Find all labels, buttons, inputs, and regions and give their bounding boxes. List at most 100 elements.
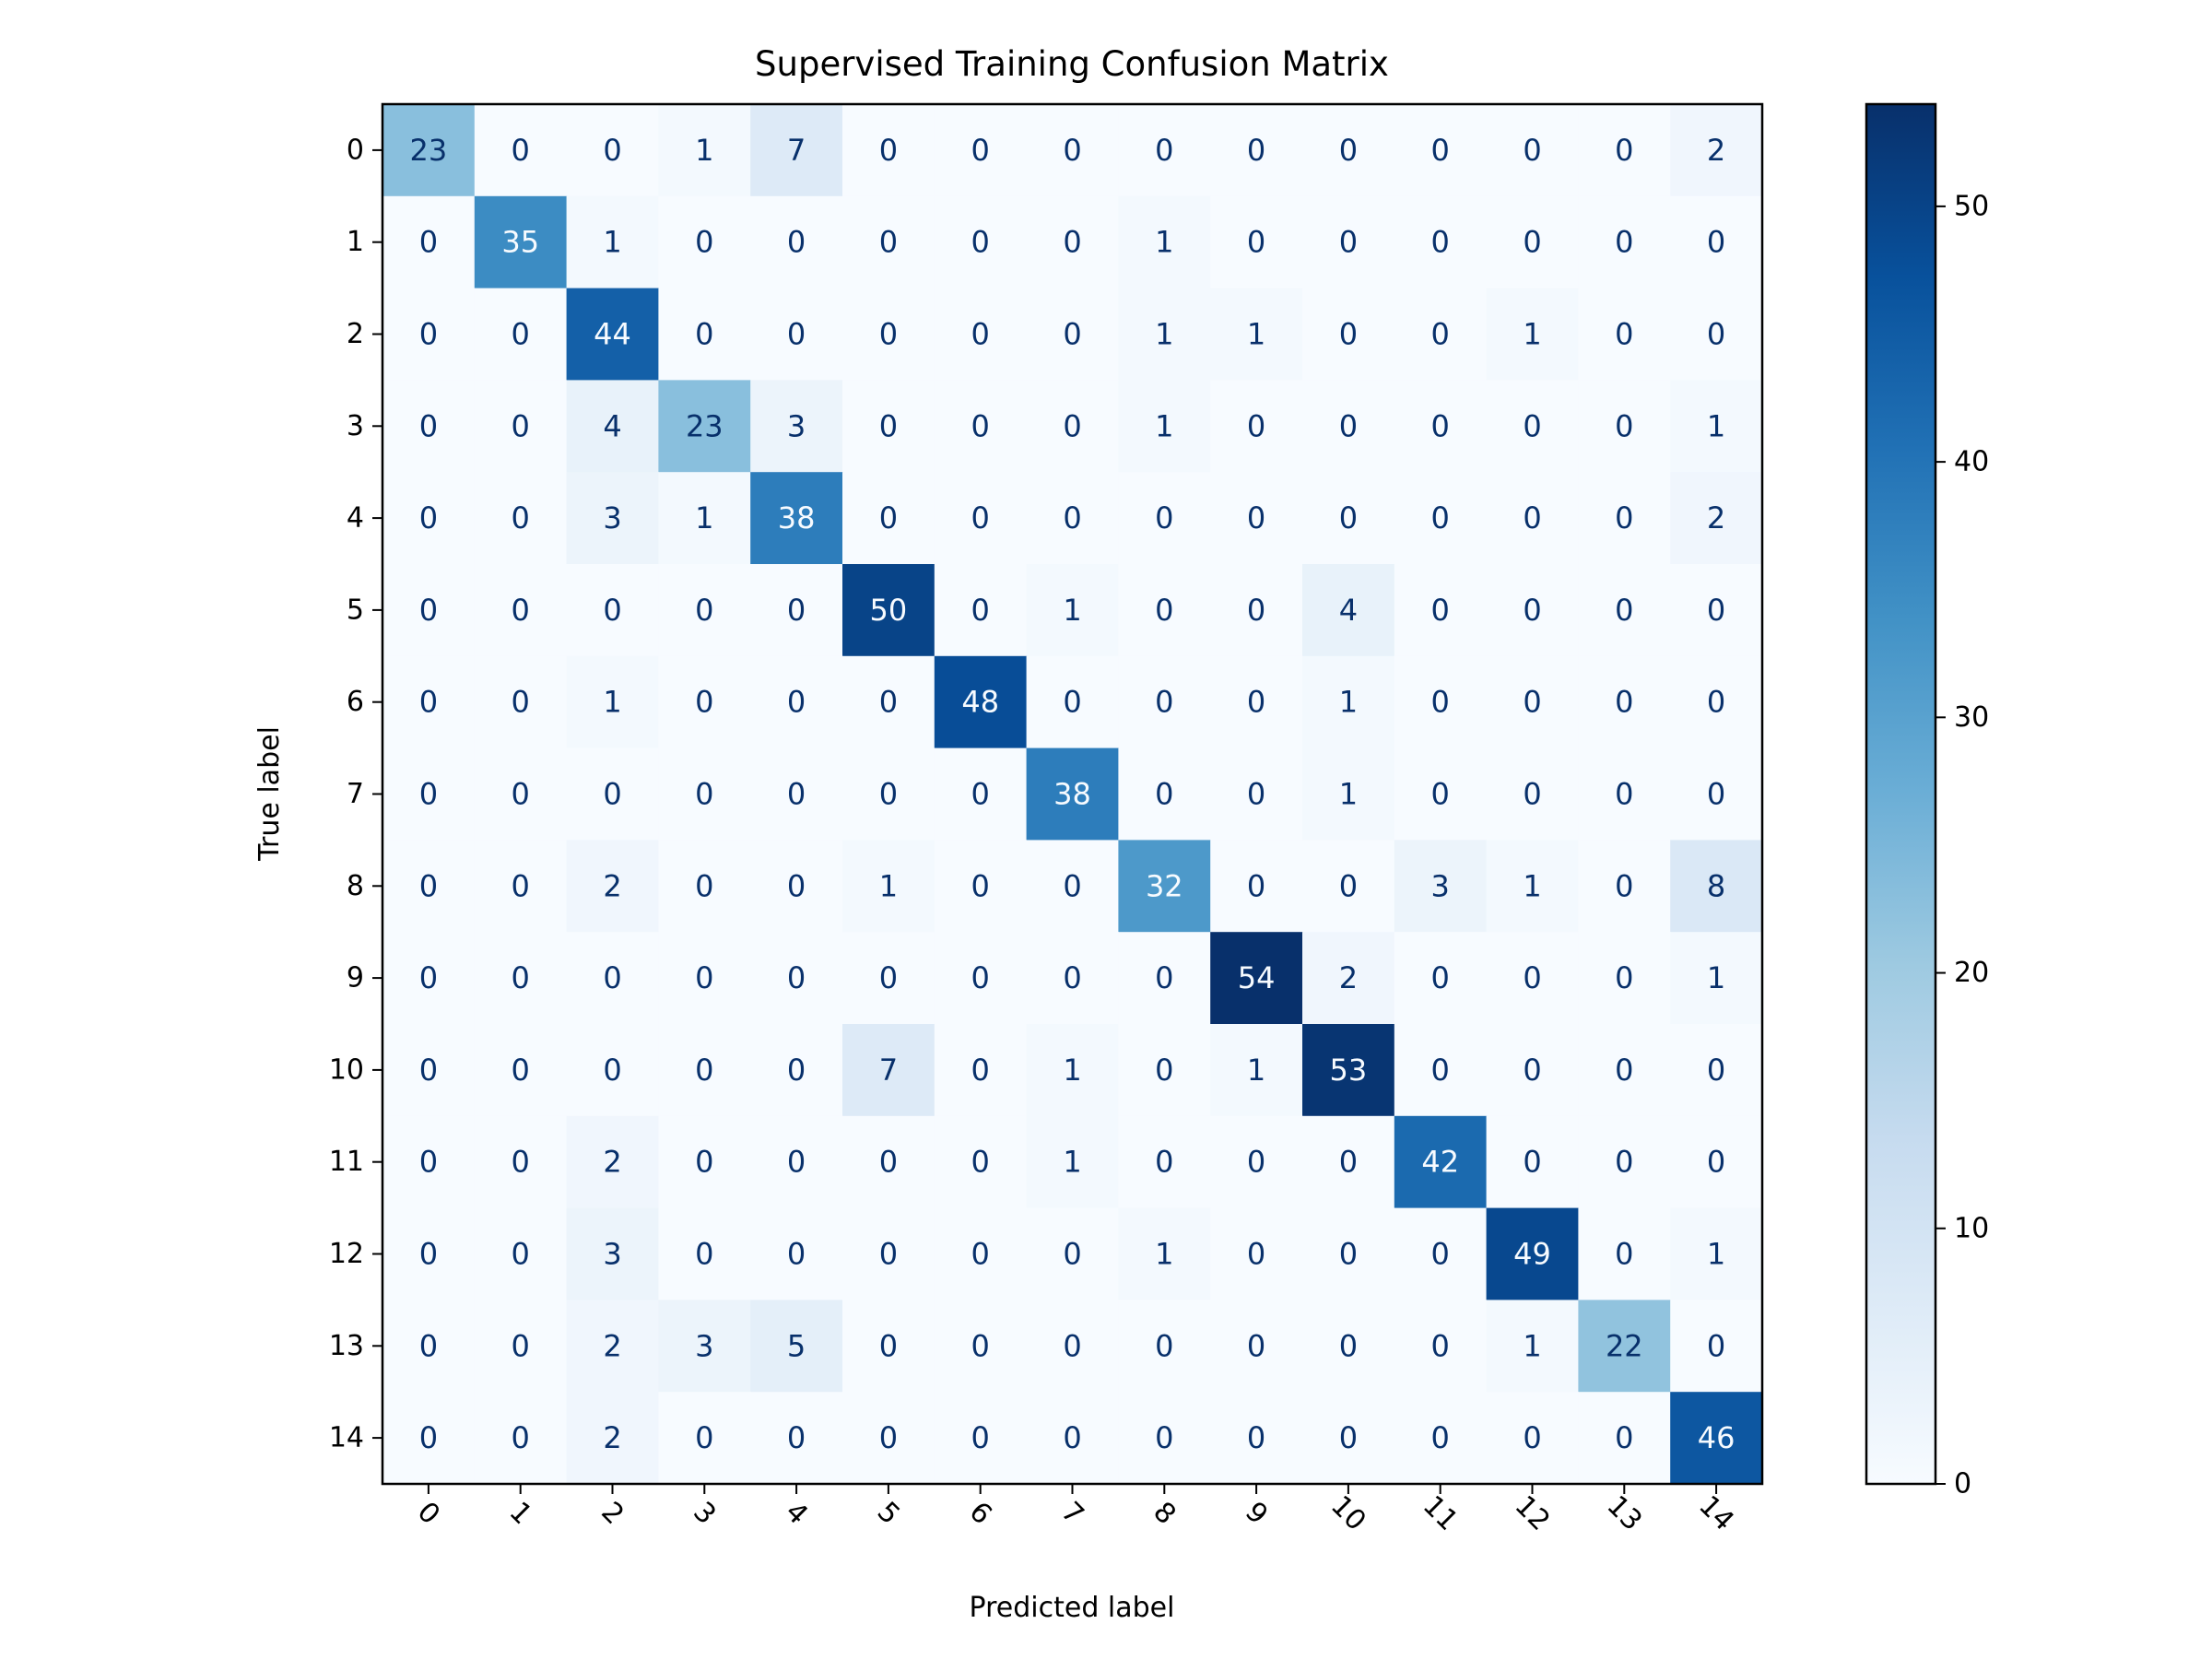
cell-value-label: 0 xyxy=(879,1420,898,1455)
heatmap-cell xyxy=(1118,564,1211,657)
heatmap-cell xyxy=(934,932,1028,1025)
cell-value-label: 0 xyxy=(512,1328,530,1363)
heatmap-cell xyxy=(382,655,476,749)
cell-value-label: 0 xyxy=(1615,685,1633,720)
heatmap-cell xyxy=(1118,1024,1211,1117)
colorbar-ticks: 0 10 20 30 40 50 xyxy=(1936,190,1989,1500)
cell-value-label: 0 xyxy=(1247,1237,1265,1272)
cell-value-label: 0 xyxy=(1707,317,1725,352)
heatmap-cell xyxy=(566,472,659,565)
heatmap-cell xyxy=(750,840,843,933)
cell-value-label: 0 xyxy=(1707,1145,1725,1180)
cell-value-label: 0 xyxy=(879,225,898,260)
cell-value-label: 0 xyxy=(1339,868,1358,903)
heatmap-cell xyxy=(1578,104,1671,197)
cell-value-label: 42 xyxy=(1421,1145,1459,1180)
cell-value-label: 0 xyxy=(1339,133,1358,168)
cell-value-label: 0 xyxy=(1615,1145,1633,1180)
cell-value-label: 0 xyxy=(787,1053,806,1088)
cell-value-label: 0 xyxy=(1615,408,1633,443)
heatmap-cell xyxy=(1026,472,1119,565)
heatmap-cell xyxy=(842,1300,935,1393)
heatmap-cell xyxy=(474,104,568,197)
cell-value-label: 0 xyxy=(1707,1328,1725,1363)
cell-value-label: 1 xyxy=(1707,408,1725,443)
heatmap-cell xyxy=(382,288,476,381)
x-tick-label: 3 xyxy=(687,1496,722,1531)
cell-value-label: 0 xyxy=(419,593,438,628)
cell-value-label: 1 xyxy=(1339,685,1358,720)
heatmap-cell xyxy=(1026,288,1119,381)
heatmap-cell xyxy=(750,1024,843,1117)
heatmap-cell xyxy=(1486,1115,1579,1209)
cell-value-label: 0 xyxy=(1339,500,1358,535)
x-axis-ticks: 0 1 2 3 4 5 6 7 8 9 10 11 12 13 14 xyxy=(411,1484,1740,1537)
cell-value-label: 22 xyxy=(1606,1328,1643,1363)
heatmap-cell xyxy=(566,1300,659,1393)
heatmap-cell xyxy=(750,1207,843,1300)
cell-value-label: 1 xyxy=(1523,1328,1541,1363)
cell-value-label: 0 xyxy=(1339,225,1358,260)
cell-value-label: 35 xyxy=(501,225,539,260)
cell-value-label: 0 xyxy=(695,1237,713,1272)
heatmap-cell xyxy=(934,1207,1028,1300)
heatmap-cell xyxy=(1302,195,1395,289)
heatmap-cell xyxy=(566,104,659,197)
y-tick-label: 4 xyxy=(347,502,364,535)
cell-value-label: 0 xyxy=(1431,685,1450,720)
heatmap-cell xyxy=(1118,747,1211,841)
cell-value-label: 0 xyxy=(879,317,898,352)
cell-value-label: 0 xyxy=(1339,1145,1358,1180)
cell-value-label: 2 xyxy=(1707,133,1725,168)
heatmap-cell xyxy=(750,747,843,841)
heatmap-cell xyxy=(1486,840,1579,933)
heatmap-cell xyxy=(842,932,935,1025)
heatmap-cell xyxy=(842,288,935,381)
y-tick-label: 1 xyxy=(347,226,364,258)
heatmap-cell xyxy=(1302,1300,1395,1393)
cell-value-label: 0 xyxy=(1063,1328,1081,1363)
cell-value-label: 0 xyxy=(419,1053,438,1088)
cell-value-label: 8 xyxy=(1707,868,1725,903)
x-tick-label: 7 xyxy=(1054,1496,1089,1531)
heatmap-cell xyxy=(382,1207,476,1300)
cell-value-label: 0 xyxy=(1063,225,1081,260)
cell-value-label: 0 xyxy=(1615,1053,1633,1088)
cell-value-label: 0 xyxy=(1431,225,1450,260)
cell-value-label: 1 xyxy=(1707,1237,1725,1272)
x-tick-label: 8 xyxy=(1147,1496,1182,1531)
heatmap-cell xyxy=(842,380,935,473)
cell-value-label: 4 xyxy=(603,408,621,443)
cell-value-label: 2 xyxy=(603,1145,621,1180)
cell-value-label: 0 xyxy=(1339,317,1358,352)
cell-value-label: 0 xyxy=(1247,225,1265,260)
heatmap-cell xyxy=(566,1207,659,1300)
cell-value-label: 0 xyxy=(1523,685,1541,720)
heatmap-cell xyxy=(1670,1300,1763,1393)
heatmap-cell xyxy=(474,840,568,933)
heatmap-cell xyxy=(1394,655,1488,749)
heatmap-cell xyxy=(566,564,659,657)
heatmap-cell xyxy=(658,840,751,933)
cell-value-label: 0 xyxy=(971,1237,990,1272)
cell-value-label: 0 xyxy=(1707,225,1725,260)
cell-value-label: 32 xyxy=(1146,868,1183,903)
heatmap-cell xyxy=(474,747,568,841)
cell-value-label: 0 xyxy=(1247,500,1265,535)
x-tick-label: 2 xyxy=(594,1496,629,1531)
heatmap-cell xyxy=(1302,380,1395,473)
cell-value-label: 0 xyxy=(695,1420,713,1455)
heatmap-cell xyxy=(1670,1207,1763,1300)
cell-value-label: 2 xyxy=(1339,960,1358,995)
heatmap-cell xyxy=(1118,1207,1211,1300)
heatmap-cell xyxy=(842,564,935,657)
x-tick-label: 11 xyxy=(1417,1489,1465,1537)
heatmap-cell xyxy=(750,564,843,657)
heatmap-cell xyxy=(1118,288,1211,381)
cell-value-label: 0 xyxy=(1155,1420,1173,1455)
cell-value-label: 0 xyxy=(419,868,438,903)
cell-value-label: 1 xyxy=(1155,408,1173,443)
heatmap-cell xyxy=(1026,195,1119,289)
heatmap-cell xyxy=(1210,932,1303,1025)
